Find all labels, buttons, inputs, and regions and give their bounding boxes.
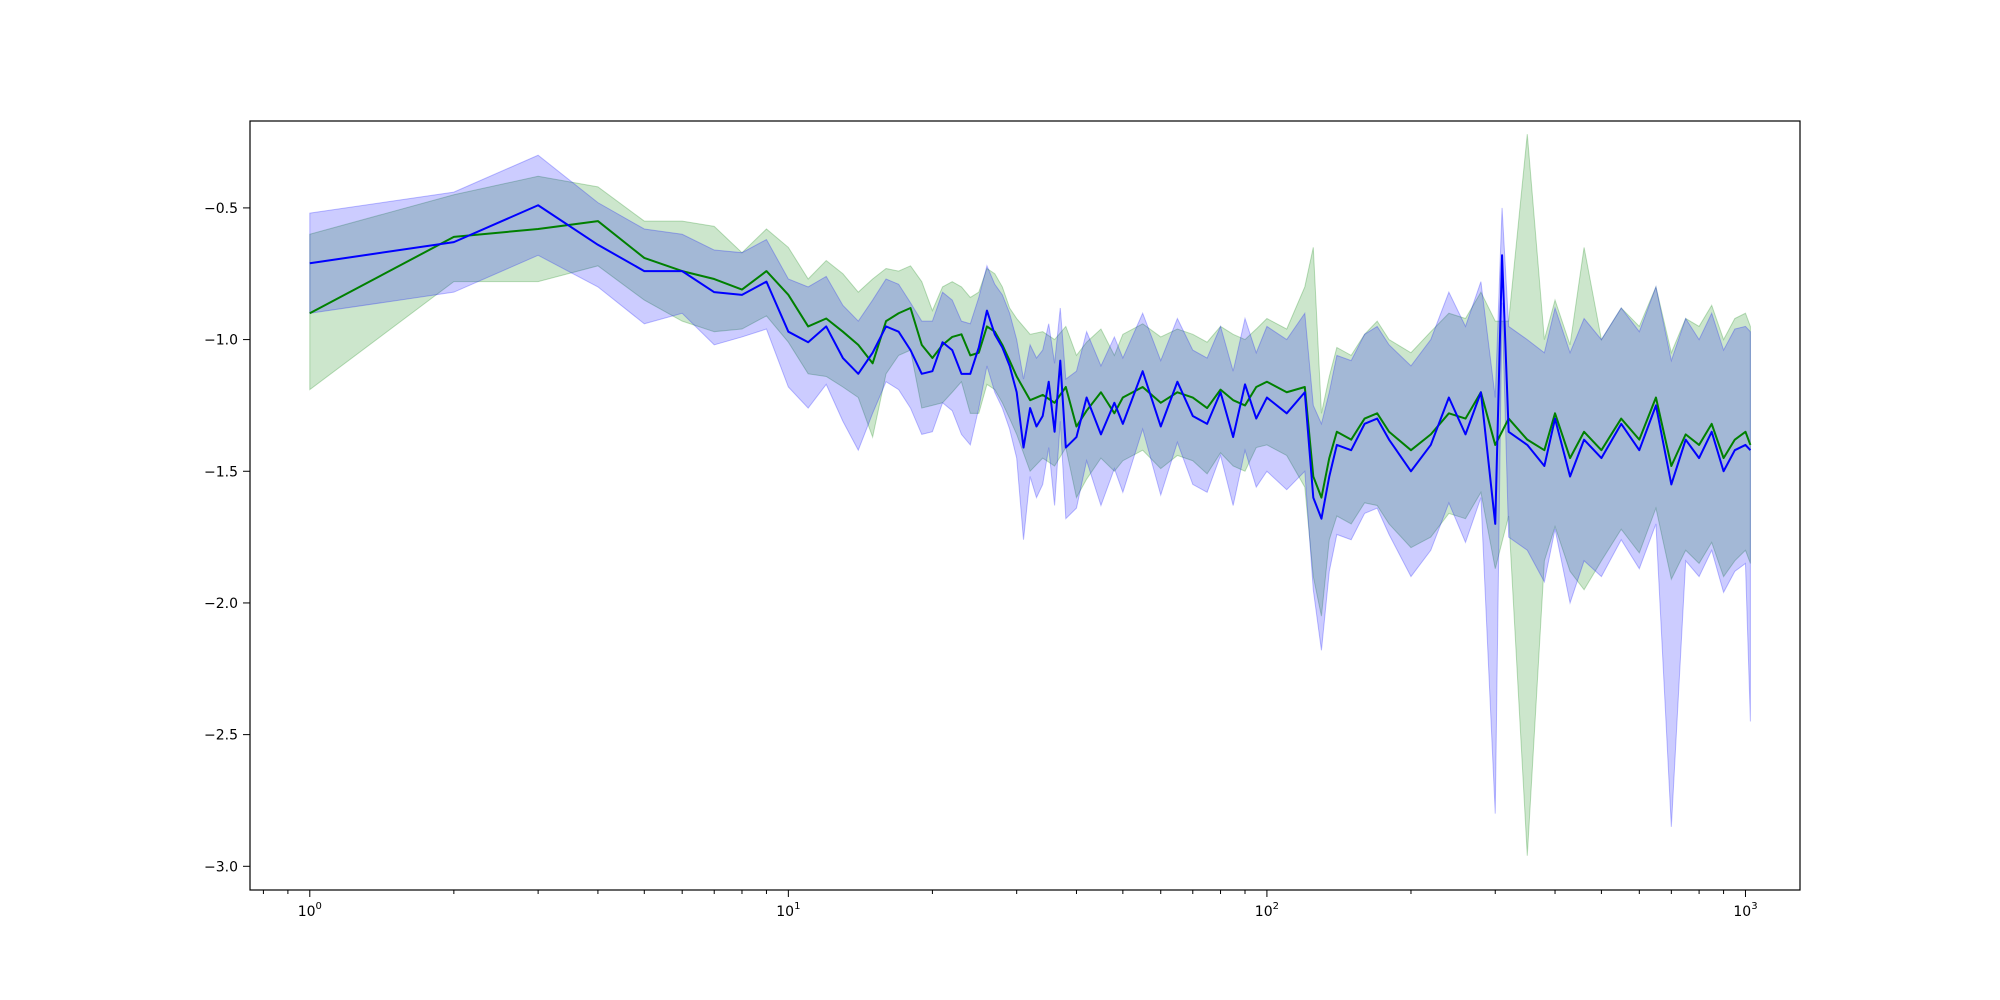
- x-tick-label: 102: [1255, 901, 1279, 920]
- series-1-line: [309, 204, 1752, 525]
- y-axis: −0.5 −1.0 −1.5 −2.0 −2.5 −3.0: [204, 201, 250, 875]
- y-tick-label: −1.5: [204, 464, 238, 480]
- x-tick-label: 103: [1733, 901, 1757, 920]
- series-0-line: [309, 220, 1752, 499]
- series-lines: [309, 204, 1752, 525]
- series-0-band: [309, 134, 1751, 856]
- y-tick-label: −1.0: [204, 333, 238, 349]
- series-1-band: [309, 154, 1751, 827]
- plot-frame: [249, 120, 1801, 891]
- y-tick-label: −2.5: [204, 728, 238, 744]
- y-tick-label: −0.5: [204, 201, 238, 217]
- x-tick-label: 101: [776, 901, 800, 920]
- x-axis: 100 101 102 103: [262, 890, 1758, 920]
- x-tick-label: 100: [298, 901, 322, 920]
- y-tick-label: −3.0: [204, 859, 238, 875]
- confidence-bands: [309, 134, 1751, 856]
- y-tick-label: −2.0: [204, 596, 238, 612]
